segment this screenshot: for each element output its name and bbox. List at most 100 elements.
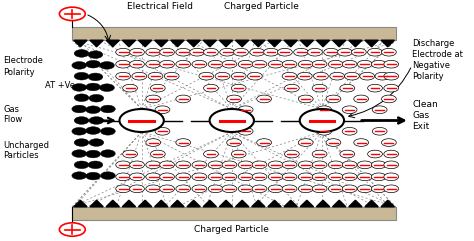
Polygon shape <box>268 40 281 47</box>
Circle shape <box>324 48 338 56</box>
Circle shape <box>150 84 165 92</box>
Circle shape <box>155 127 170 135</box>
Circle shape <box>342 106 357 114</box>
Circle shape <box>326 139 341 146</box>
Circle shape <box>129 161 145 169</box>
Circle shape <box>282 161 297 169</box>
Circle shape <box>384 173 399 181</box>
Polygon shape <box>74 40 87 47</box>
Text: Flow: Flow <box>3 115 22 124</box>
Circle shape <box>119 109 164 132</box>
Circle shape <box>59 7 85 20</box>
Circle shape <box>88 161 103 169</box>
Circle shape <box>132 72 147 80</box>
Circle shape <box>129 48 145 56</box>
Circle shape <box>176 139 191 146</box>
Circle shape <box>160 60 174 68</box>
Circle shape <box>238 185 253 193</box>
Circle shape <box>160 185 174 193</box>
Circle shape <box>252 161 267 169</box>
Polygon shape <box>122 40 136 47</box>
Circle shape <box>72 84 87 91</box>
Polygon shape <box>316 200 330 207</box>
Circle shape <box>86 172 100 180</box>
Circle shape <box>116 161 130 169</box>
Circle shape <box>192 161 207 169</box>
Circle shape <box>199 72 214 80</box>
Circle shape <box>354 139 369 146</box>
Circle shape <box>268 173 283 181</box>
Text: Charged Particle: Charged Particle <box>194 225 269 234</box>
Polygon shape <box>252 40 265 47</box>
Circle shape <box>192 173 207 181</box>
Circle shape <box>357 185 372 193</box>
Polygon shape <box>203 200 217 207</box>
Circle shape <box>208 60 223 68</box>
Circle shape <box>222 185 237 193</box>
Circle shape <box>342 60 357 68</box>
Circle shape <box>176 185 191 193</box>
Circle shape <box>298 139 313 146</box>
Circle shape <box>116 173 130 181</box>
Circle shape <box>357 60 372 68</box>
Polygon shape <box>236 200 249 207</box>
Polygon shape <box>365 200 378 207</box>
Circle shape <box>74 139 89 146</box>
Polygon shape <box>122 200 136 207</box>
Circle shape <box>298 173 313 181</box>
Circle shape <box>326 95 341 103</box>
Circle shape <box>86 106 100 114</box>
Circle shape <box>208 185 223 193</box>
Circle shape <box>72 150 87 157</box>
Circle shape <box>298 95 313 103</box>
Circle shape <box>210 109 254 132</box>
Polygon shape <box>155 200 168 207</box>
Circle shape <box>371 185 386 193</box>
Circle shape <box>371 161 386 169</box>
Polygon shape <box>219 40 233 47</box>
Circle shape <box>89 139 104 146</box>
Circle shape <box>86 60 100 68</box>
Circle shape <box>252 173 267 181</box>
Polygon shape <box>365 40 378 47</box>
Circle shape <box>176 173 191 181</box>
Polygon shape <box>381 40 394 47</box>
Circle shape <box>268 161 283 169</box>
Polygon shape <box>236 40 249 47</box>
Text: Uncharged: Uncharged <box>3 141 49 150</box>
Circle shape <box>357 161 372 169</box>
Circle shape <box>123 84 137 92</box>
Circle shape <box>231 84 246 92</box>
Circle shape <box>282 72 297 80</box>
Circle shape <box>72 127 87 135</box>
Circle shape <box>360 72 374 80</box>
Polygon shape <box>187 200 201 207</box>
Circle shape <box>164 72 179 80</box>
Circle shape <box>282 60 297 68</box>
Circle shape <box>208 173 223 181</box>
Circle shape <box>294 48 309 56</box>
Circle shape <box>308 48 322 56</box>
Circle shape <box>116 60 130 68</box>
Circle shape <box>264 48 278 56</box>
Circle shape <box>328 60 343 68</box>
Circle shape <box>368 48 383 56</box>
Circle shape <box>312 60 327 68</box>
Circle shape <box>257 139 272 146</box>
Polygon shape <box>171 200 184 207</box>
Circle shape <box>252 60 267 68</box>
Circle shape <box>227 95 241 103</box>
Circle shape <box>371 60 386 68</box>
Polygon shape <box>300 200 313 207</box>
Text: Exit: Exit <box>412 122 429 131</box>
Circle shape <box>375 72 390 80</box>
Circle shape <box>192 60 207 68</box>
Text: AT +Ve: AT +Ve <box>45 81 74 90</box>
Circle shape <box>74 72 89 80</box>
Circle shape <box>372 106 387 114</box>
Circle shape <box>284 84 299 92</box>
Circle shape <box>227 139 241 146</box>
Circle shape <box>215 72 230 80</box>
Circle shape <box>312 150 327 158</box>
Text: Gas: Gas <box>3 105 19 114</box>
